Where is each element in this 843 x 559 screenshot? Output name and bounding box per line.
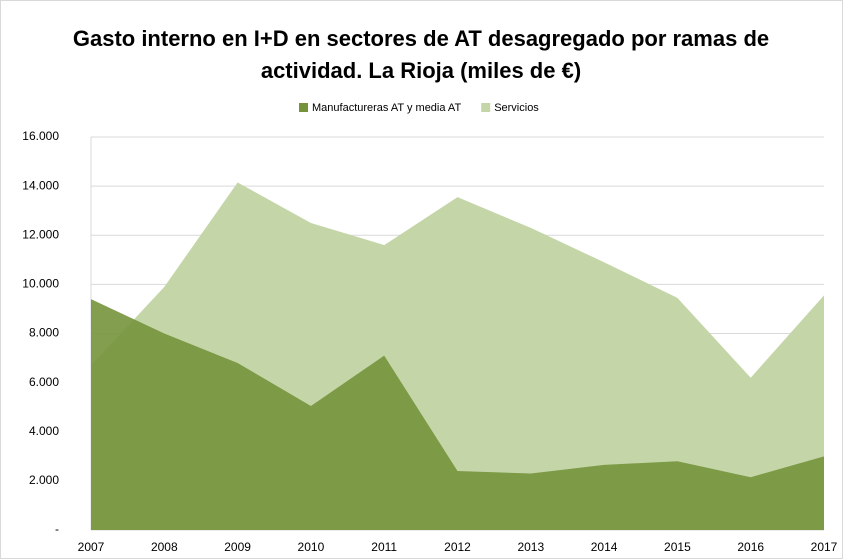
legend-swatch: [481, 103, 491, 112]
area: [91, 299, 824, 530]
y-tick-label: 16.000: [22, 129, 59, 143]
chart-title: Gasto interno en I+D en sectores de AT d…: [72, 26, 770, 83]
legend-swatch: [299, 103, 308, 112]
x-tick-label: 2014: [591, 540, 618, 554]
x-tick-label: 2017: [811, 540, 838, 554]
x-tick-label: 2010: [298, 540, 325, 554]
legend-label: Manufactureras AT y media AT: [312, 102, 461, 114]
x-tick-label: 2015: [664, 540, 691, 554]
y-tick-label: 14.000: [22, 178, 59, 192]
x-tick-label: 2012: [444, 540, 471, 554]
x-tick-label: 2009: [224, 540, 251, 554]
x-tick-label: 2013: [517, 540, 544, 554]
y-tick-label: 12.000: [22, 227, 59, 241]
y-tick-label: -: [55, 522, 59, 536]
x-tick-label: 2007: [78, 540, 105, 554]
x-tick-label: 2016: [737, 540, 764, 554]
y-tick-label: 10.000: [22, 277, 59, 291]
legend-label: Servicios: [494, 102, 539, 114]
y-tick-label: 4.000: [29, 424, 59, 438]
y-tick-label: 8.000: [29, 326, 59, 340]
y-tick-label: 6.000: [29, 375, 59, 389]
x-tick-label: 2008: [151, 540, 178, 554]
y-tick-label: 2.000: [29, 473, 59, 487]
x-tick-label: 2011: [371, 540, 397, 554]
